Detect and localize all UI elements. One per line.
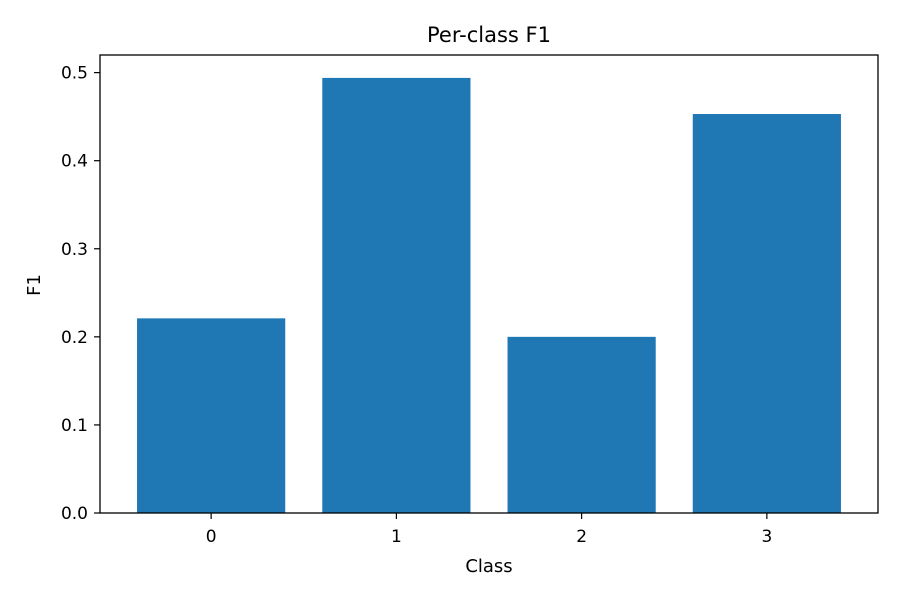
plot-frame [99,54,879,514]
chart-title: Per-class F1 [427,23,551,47]
y-tick-label: 0.3 [61,240,88,260]
bar-class-0 [137,318,286,513]
bar-class-2 [507,336,656,513]
x-tick-label: 1 [391,527,402,547]
ticks-layer: 0 1 2 3 0.0 0.1 0.2 0.3 0.4 0.5 [61,64,772,547]
y-axis-label: F1 [24,274,45,296]
y-tick-label: 0.1 [61,416,88,436]
bars-layer [137,77,841,514]
x-tick-label: 0 [206,527,217,547]
x-tick-label: 3 [761,527,772,547]
y-tick-label: 0.4 [61,152,88,172]
y-tick-label: 0.2 [61,328,88,348]
y-tick-label: 0.0 [61,504,88,524]
x-axis-label: Class [465,556,512,577]
bar-class-1 [322,77,471,514]
bar-class-3 [692,114,841,513]
y-tick-label: 0.5 [61,64,88,84]
x-tick-label: 2 [576,527,587,547]
